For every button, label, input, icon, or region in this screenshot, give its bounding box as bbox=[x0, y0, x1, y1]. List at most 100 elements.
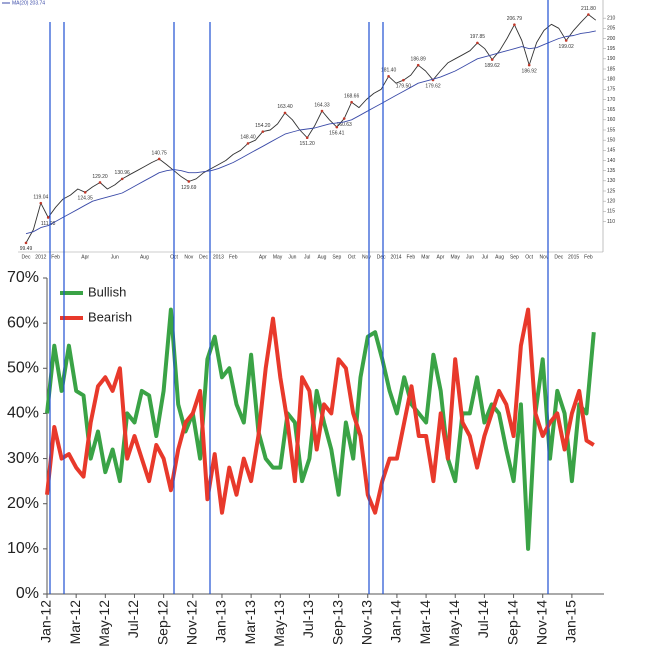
y-tick-label: 195 bbox=[607, 46, 616, 52]
x-tick-label: Jul-13 bbox=[300, 600, 316, 638]
legend-label: Bullish bbox=[88, 284, 126, 299]
point bbox=[187, 180, 191, 183]
x-tick-label: Oct bbox=[348, 254, 356, 260]
x-tick-label: Feb bbox=[406, 254, 415, 260]
point bbox=[24, 241, 28, 245]
x-tick-label: Jul bbox=[304, 254, 310, 260]
y-tick-label: 200 bbox=[607, 36, 616, 42]
x-tick-label: Nov-13 bbox=[358, 600, 374, 645]
x-tick-label: Sep-12 bbox=[154, 600, 170, 645]
data-label: 211.80 bbox=[581, 6, 596, 12]
data-label: 130.96 bbox=[115, 170, 131, 176]
point bbox=[490, 58, 494, 61]
x-tick-label: Apr bbox=[259, 254, 267, 260]
data-label: 111.98 bbox=[41, 221, 56, 227]
data-label: 179.50 bbox=[396, 84, 412, 90]
point bbox=[320, 109, 324, 113]
y-tick-label: 60% bbox=[7, 314, 39, 331]
y-tick-label: 110 bbox=[607, 219, 615, 225]
x-tick-label: 2014 bbox=[390, 254, 401, 260]
x-tick-label: Mar-14 bbox=[417, 600, 433, 645]
data-label: 181.40 bbox=[381, 68, 397, 74]
x-tick-label: Apr bbox=[437, 254, 445, 260]
x-tick-label: Feb bbox=[584, 254, 593, 260]
x-tick-label: May-13 bbox=[271, 600, 287, 647]
point bbox=[564, 39, 568, 42]
x-tick-label: Dec bbox=[199, 254, 208, 260]
y-tick-label: 165 bbox=[607, 107, 616, 113]
data-label: 168.66 bbox=[344, 94, 360, 100]
point bbox=[335, 125, 339, 129]
data-label: 129.69 bbox=[181, 185, 197, 191]
x-tick-label: May bbox=[450, 254, 460, 260]
y-tick-label: 115 bbox=[607, 209, 615, 215]
data-label: 148.40 bbox=[240, 135, 256, 141]
x-tick-label: Jan-13 bbox=[213, 600, 229, 643]
point bbox=[39, 201, 43, 205]
x-tick-label: Aug bbox=[318, 254, 327, 260]
x-tick-label: Jun bbox=[288, 254, 296, 260]
data-label: 186.89 bbox=[411, 56, 427, 62]
data-label: 199.02 bbox=[559, 44, 575, 50]
point bbox=[120, 177, 124, 181]
x-tick-label: Sep bbox=[510, 254, 519, 260]
y-tick-label: 160 bbox=[607, 117, 616, 123]
x-tick-label: Dec bbox=[554, 254, 563, 260]
data-label: 119.04 bbox=[33, 194, 48, 200]
x-tick-label: Nov bbox=[540, 254, 549, 260]
y-tick-label: 125 bbox=[607, 188, 616, 194]
data-label: 124.35 bbox=[78, 196, 94, 202]
x-tick-label: May-12 bbox=[96, 600, 112, 647]
legend-label: Bearish bbox=[88, 309, 132, 324]
x-tick-label: 2012 bbox=[35, 254, 46, 260]
x-tick-label: Nov bbox=[184, 254, 193, 260]
data-label: 151.20 bbox=[300, 141, 316, 147]
series-line bbox=[25, 14, 597, 244]
x-tick-label: Feb bbox=[51, 254, 60, 260]
y-tick-label: 155 bbox=[607, 127, 616, 133]
x-tick-label: Sep-14 bbox=[504, 600, 520, 645]
x-tick-label: Jan-14 bbox=[388, 600, 404, 643]
data-label: 163.40 bbox=[277, 104, 293, 110]
point bbox=[283, 111, 287, 115]
x-tick-label: Aug bbox=[495, 254, 504, 260]
series-line bbox=[45, 307, 595, 515]
x-tick-label: Dec bbox=[22, 254, 31, 260]
y-tick-label: 10% bbox=[7, 540, 39, 557]
x-tick-label: Apr bbox=[81, 254, 89, 260]
y-tick-label: 175 bbox=[607, 87, 616, 93]
y-tick-label: 150 bbox=[607, 137, 616, 143]
point bbox=[261, 130, 265, 133]
x-tick-label: 2013 bbox=[213, 254, 224, 260]
point bbox=[350, 100, 353, 104]
x-tick-label: Feb bbox=[229, 254, 238, 260]
y-tick-label: 70% bbox=[7, 269, 39, 286]
y-tick-label: 120 bbox=[607, 198, 616, 204]
y-tick-label: 20% bbox=[7, 495, 39, 512]
data-label: 206.79 bbox=[507, 16, 523, 22]
y-tick-label: 170 bbox=[607, 97, 616, 103]
x-tick-label: Aug bbox=[140, 254, 149, 260]
y-tick-label: 135 bbox=[607, 168, 616, 174]
x-tick-label: Sep-13 bbox=[329, 600, 345, 645]
x-tick-label: Jul-14 bbox=[475, 600, 491, 638]
data-label: 160.63 bbox=[337, 122, 353, 128]
x-tick-label: Jun bbox=[111, 254, 119, 260]
point bbox=[402, 78, 405, 82]
y-tick-label: 185 bbox=[607, 66, 616, 72]
x-tick-label: Sep bbox=[332, 254, 341, 260]
point bbox=[98, 181, 102, 184]
point bbox=[513, 23, 516, 26]
x-tick-label: Mar bbox=[421, 254, 430, 260]
point bbox=[157, 157, 161, 161]
y-tick-label: 0% bbox=[16, 585, 39, 602]
data-label: 186.92 bbox=[522, 68, 538, 74]
point bbox=[387, 75, 390, 78]
y-tick-label: 50% bbox=[7, 360, 39, 377]
point bbox=[83, 191, 87, 194]
data-label: 164.33 bbox=[314, 102, 330, 108]
x-tick-label: May-14 bbox=[446, 600, 462, 647]
y-tick-label: 180 bbox=[607, 76, 616, 82]
data-label: 197.85 bbox=[470, 34, 486, 40]
